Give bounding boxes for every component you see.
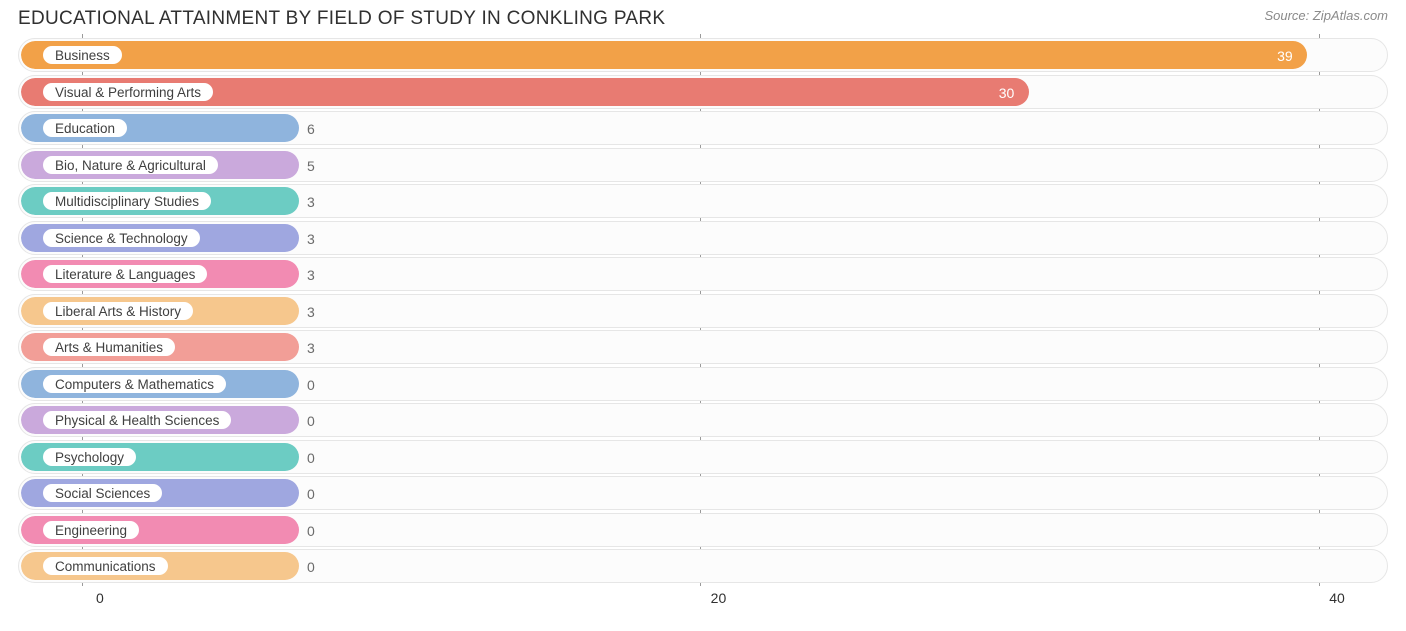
bar-row: Computers & Mathematics 0 xyxy=(18,367,1388,401)
bar-row: Education 6 xyxy=(18,111,1388,145)
chart-header: EDUCATIONAL ATTAINMENT BY FIELD OF STUDY… xyxy=(0,0,1406,34)
value-label: 3 xyxy=(307,222,315,256)
category-pill: Multidisciplinary Studies xyxy=(41,190,213,212)
category-pill: Literature & Languages xyxy=(41,263,209,285)
bar-row: Physical & Health Sciences 0 xyxy=(18,403,1388,437)
bar-row-inner xyxy=(21,151,1385,179)
bar-row: Liberal Arts & History 3 xyxy=(18,294,1388,328)
bar-row-inner xyxy=(21,297,1385,325)
category-pill: Computers & Mathematics xyxy=(41,373,228,395)
category-pill: Visual & Performing Arts xyxy=(41,81,215,103)
value-label: 3 xyxy=(307,185,315,219)
bar-row-inner xyxy=(21,224,1385,252)
bar-rows: Business39Visual & Performing Arts30Educ… xyxy=(18,38,1388,583)
x-axis: 0 20 40 xyxy=(18,586,1388,616)
category-pill: Engineering xyxy=(41,519,141,541)
chart-title: EDUCATIONAL ATTAINMENT BY FIELD OF STUDY… xyxy=(18,8,665,30)
value-label: 0 xyxy=(307,368,315,402)
x-axis-tick: 40 xyxy=(1329,590,1345,606)
chart-source: Source: ZipAtlas.com xyxy=(1264,8,1388,23)
category-pill: Physical & Health Sciences xyxy=(41,409,233,431)
bar-row: Science & Technology 3 xyxy=(18,221,1388,255)
bar-row-inner xyxy=(21,333,1385,361)
bar-row-inner xyxy=(21,114,1385,142)
category-pill: Liberal Arts & History xyxy=(41,300,195,322)
category-pill: Education xyxy=(41,117,129,139)
bar-row-inner xyxy=(21,443,1385,471)
value-label: 6 xyxy=(307,112,315,146)
bar-row-inner xyxy=(21,552,1385,580)
value-label: 0 xyxy=(307,514,315,548)
bar-row: Social Sciences 0 xyxy=(18,476,1388,510)
bar-row: Multidisciplinary Studies 3 xyxy=(18,184,1388,218)
category-pill: Business xyxy=(41,44,124,66)
value-label: 0 xyxy=(307,441,315,475)
category-pill: Communications xyxy=(41,555,170,577)
bar-row: Communications 0 xyxy=(18,549,1388,583)
bar-row-inner xyxy=(21,78,1385,106)
value-label: 0 xyxy=(307,550,315,584)
bar-row-inner xyxy=(21,260,1385,288)
bar-row-inner xyxy=(21,187,1385,215)
chart-area: Business39Visual & Performing Arts30Educ… xyxy=(0,34,1406,616)
x-axis-tick: 0 xyxy=(96,590,104,606)
bar-row: Bio, Nature & Agricultural 5 xyxy=(18,148,1388,182)
bar-row-inner xyxy=(21,479,1385,507)
category-pill: Social Sciences xyxy=(41,482,164,504)
value-label: 30 xyxy=(999,76,1015,110)
value-label: 0 xyxy=(307,404,315,438)
category-pill: Bio, Nature & Agricultural xyxy=(41,154,220,176)
bar-row: Business 39 xyxy=(18,38,1388,72)
value-label: 3 xyxy=(307,331,315,365)
value-label: 3 xyxy=(307,258,315,292)
bar-row-inner xyxy=(21,516,1385,544)
category-pill: Psychology xyxy=(41,446,138,468)
category-pill: Science & Technology xyxy=(41,227,202,249)
value-label: 0 xyxy=(307,477,315,511)
bar-row: Engineering 0 xyxy=(18,513,1388,547)
category-pill: Arts & Humanities xyxy=(41,336,177,358)
bar-row: Psychology 0 xyxy=(18,440,1388,474)
bar-row: Visual & Performing Arts 30 xyxy=(18,75,1388,109)
x-axis-tick: 20 xyxy=(711,590,727,606)
bar-fill xyxy=(21,41,1307,69)
bar-row-inner xyxy=(21,41,1385,69)
bar-row: Arts & Humanities 3 xyxy=(18,330,1388,364)
value-label: 3 xyxy=(307,295,315,329)
value-label: 5 xyxy=(307,149,315,183)
value-label: 39 xyxy=(1277,39,1293,73)
bar-row: Literature & Languages 3 xyxy=(18,257,1388,291)
